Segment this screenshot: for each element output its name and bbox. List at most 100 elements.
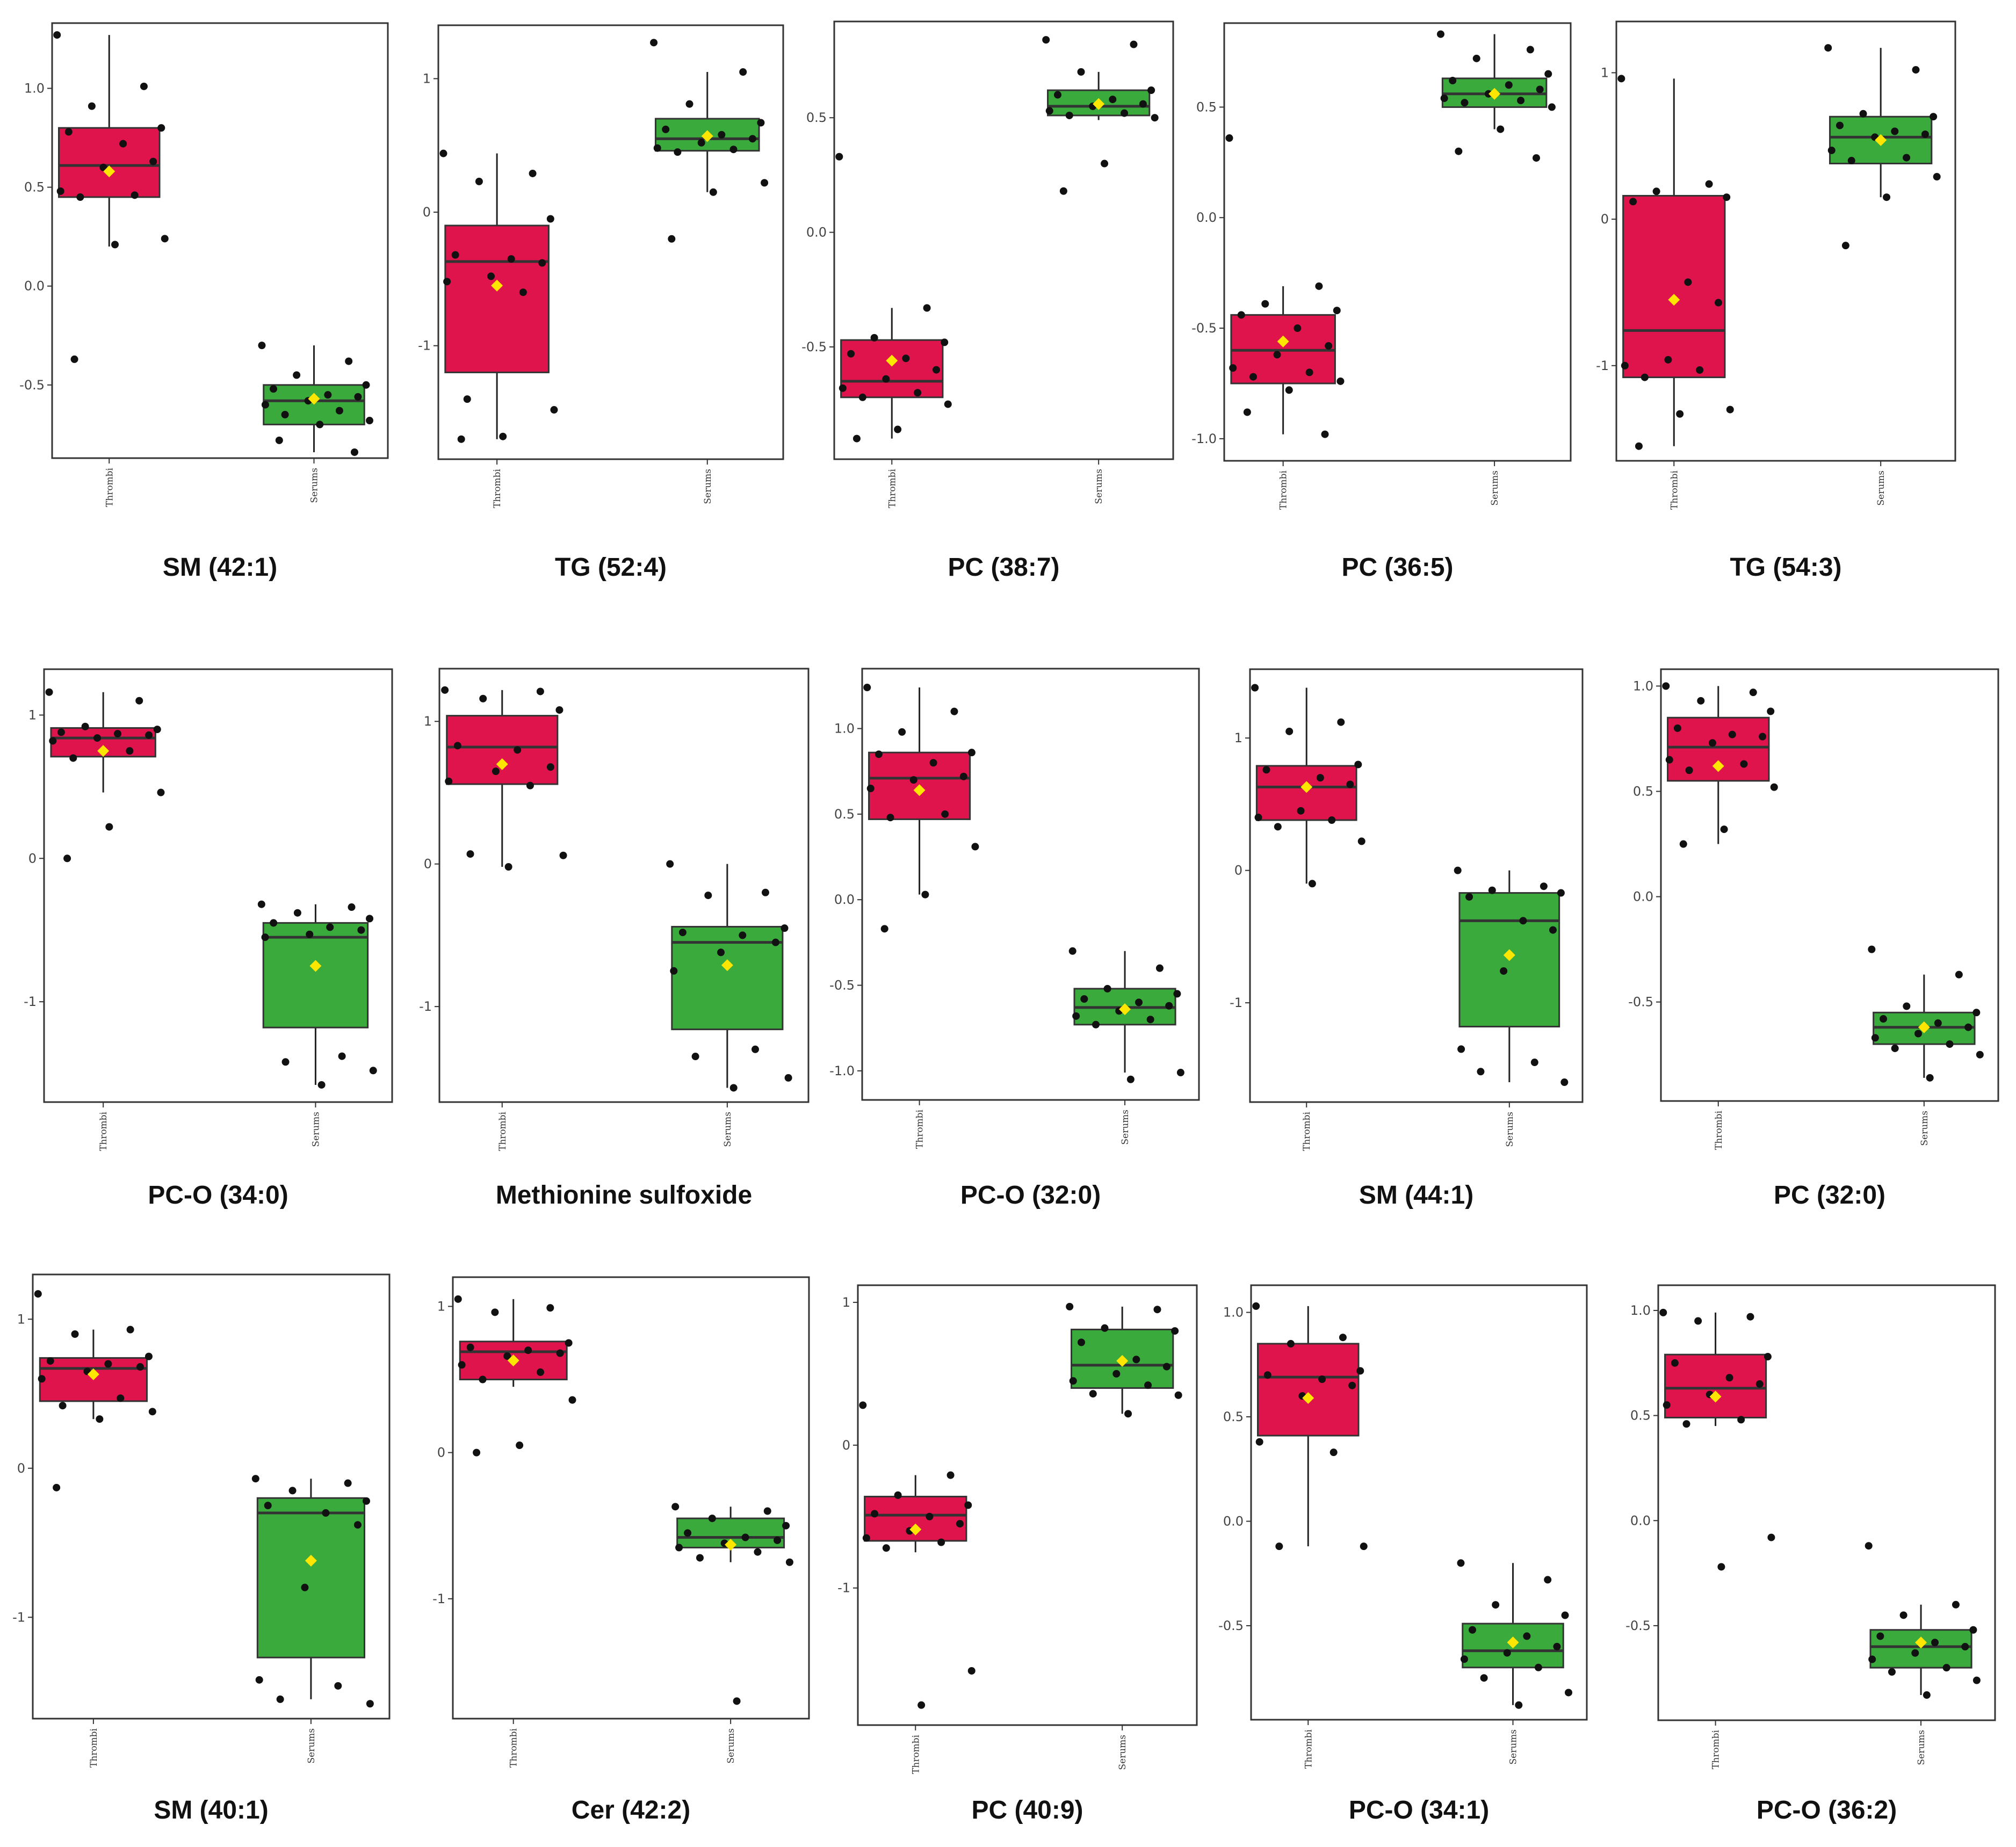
boxplot-panel: 0.5 0.0 -0.5 Thrombi Serums PC (38:7) bbox=[801, 20, 1174, 582]
data-point bbox=[261, 933, 269, 941]
boxplot-panel: 1.0 0.5 0.0 -0.5 Thrombi Serums PC (32:0) bbox=[1628, 668, 1999, 1209]
data-point bbox=[105, 823, 113, 831]
y-tick-label: 0.0 bbox=[1630, 1513, 1651, 1528]
data-point bbox=[1251, 684, 1259, 692]
data-point bbox=[1130, 40, 1138, 48]
boxplot-panel: 1.0 0.5 0.0 -0.5 -1.0 Thrombi Serums PC-O (32:0… bbox=[829, 668, 1200, 1209]
boxplot-panel: 1.0 0.5 0.0 -0.5 Thrombi Serums PC-O (36:2) bbox=[1625, 1284, 1996, 1824]
data-point bbox=[1883, 193, 1891, 201]
data-point bbox=[1080, 995, 1088, 1003]
data-point bbox=[1325, 342, 1333, 350]
y-tick-label: -0.5 bbox=[1625, 1618, 1651, 1633]
data-point bbox=[1903, 154, 1911, 162]
data-point bbox=[1912, 66, 1920, 74]
data-point bbox=[362, 381, 370, 389]
data-point bbox=[1685, 766, 1693, 774]
data-point bbox=[914, 389, 922, 397]
data-point bbox=[445, 777, 453, 785]
data-point bbox=[950, 707, 958, 715]
data-point bbox=[353, 1521, 362, 1529]
data-point bbox=[1755, 1380, 1764, 1388]
data-point bbox=[1243, 408, 1251, 416]
data-point bbox=[526, 781, 534, 789]
y-tick-label: 1.0 bbox=[834, 721, 855, 736]
mean-marker-thrombi bbox=[1300, 781, 1313, 793]
y-tick-label: -0.5 bbox=[19, 378, 45, 393]
data-point bbox=[650, 39, 658, 47]
data-point bbox=[104, 1360, 112, 1368]
data-point bbox=[1237, 311, 1245, 319]
data-point bbox=[1665, 756, 1673, 764]
data-point bbox=[1923, 1691, 1931, 1699]
data-point bbox=[1673, 724, 1681, 732]
data-point bbox=[1532, 154, 1540, 162]
x-tick-label-thrombi: Thrombi bbox=[492, 468, 503, 508]
data-point bbox=[1176, 1069, 1184, 1077]
data-point bbox=[1767, 707, 1775, 715]
data-point bbox=[475, 177, 483, 185]
y-tick-label: 0 bbox=[1234, 863, 1242, 878]
mean-marker-serums bbox=[1116, 1355, 1129, 1367]
data-point bbox=[357, 926, 365, 934]
data-point bbox=[1059, 187, 1067, 195]
data-point bbox=[771, 938, 779, 946]
data-point bbox=[1461, 99, 1469, 107]
data-point bbox=[967, 749, 976, 757]
data-point bbox=[264, 1502, 272, 1510]
data-point bbox=[559, 851, 567, 859]
data-point bbox=[839, 384, 847, 392]
data-point bbox=[1868, 945, 1876, 953]
data-point bbox=[71, 1330, 79, 1338]
panel-title: PC (36:5) bbox=[1341, 553, 1453, 582]
mean-marker-serums bbox=[1093, 98, 1105, 110]
data-point bbox=[301, 1583, 309, 1591]
y-tick-label: 0.0 bbox=[806, 225, 827, 240]
data-point bbox=[967, 1667, 976, 1675]
mean-marker-serums bbox=[1503, 949, 1515, 961]
data-point bbox=[678, 929, 687, 937]
data-point bbox=[1746, 1313, 1754, 1321]
data-point bbox=[1477, 1068, 1485, 1076]
x-tick-label-serums: Serums bbox=[309, 468, 320, 503]
x-tick-label-serums: Serums bbox=[1505, 1112, 1515, 1147]
data-point bbox=[1682, 1420, 1690, 1428]
y-tick-label: 0 bbox=[842, 1438, 850, 1453]
mean-marker-serums bbox=[721, 959, 733, 972]
data-point bbox=[1092, 1020, 1100, 1028]
data-point bbox=[1112, 1370, 1121, 1378]
data-point bbox=[835, 153, 843, 161]
data-point bbox=[858, 393, 866, 401]
data-point bbox=[1101, 160, 1109, 168]
data-point bbox=[1274, 823, 1282, 831]
data-point bbox=[317, 1081, 326, 1089]
data-point bbox=[1664, 356, 1672, 364]
y-tick-label: 1.0 bbox=[1630, 1303, 1651, 1318]
data-point bbox=[1357, 837, 1365, 845]
data-point bbox=[281, 1058, 290, 1066]
data-point bbox=[1472, 54, 1480, 62]
data-point bbox=[1767, 1533, 1775, 1541]
mean-marker-thrombi bbox=[491, 279, 503, 292]
data-point bbox=[1824, 44, 1832, 52]
data-point bbox=[519, 288, 527, 296]
mean-marker-serums bbox=[1875, 134, 1887, 146]
data-point bbox=[1356, 1367, 1364, 1375]
data-point bbox=[363, 1497, 371, 1505]
data-point bbox=[852, 434, 861, 443]
x-tick-label-thrombi: Thrombi bbox=[509, 1728, 519, 1768]
data-point bbox=[1617, 75, 1625, 83]
x-tick-label-serums: Serums bbox=[1916, 1730, 1927, 1765]
boxplot-panel: 1 0 -1 Thrombi Serums TG (54:3) bbox=[1596, 20, 1956, 582]
data-point bbox=[675, 1544, 683, 1552]
data-point bbox=[251, 1475, 259, 1483]
boxplot-panel: 1 0 -1 Thrombi Serums SM (40:1) bbox=[12, 1273, 391, 1824]
data-point bbox=[729, 146, 738, 154]
data-point bbox=[53, 31, 61, 39]
data-point bbox=[1961, 1643, 1969, 1651]
data-point bbox=[921, 890, 929, 899]
data-point bbox=[1072, 1012, 1080, 1020]
data-point bbox=[458, 1361, 466, 1369]
data-point bbox=[504, 863, 512, 871]
y-tick-label: 1.0 bbox=[24, 81, 45, 96]
data-point bbox=[1165, 1002, 1173, 1010]
